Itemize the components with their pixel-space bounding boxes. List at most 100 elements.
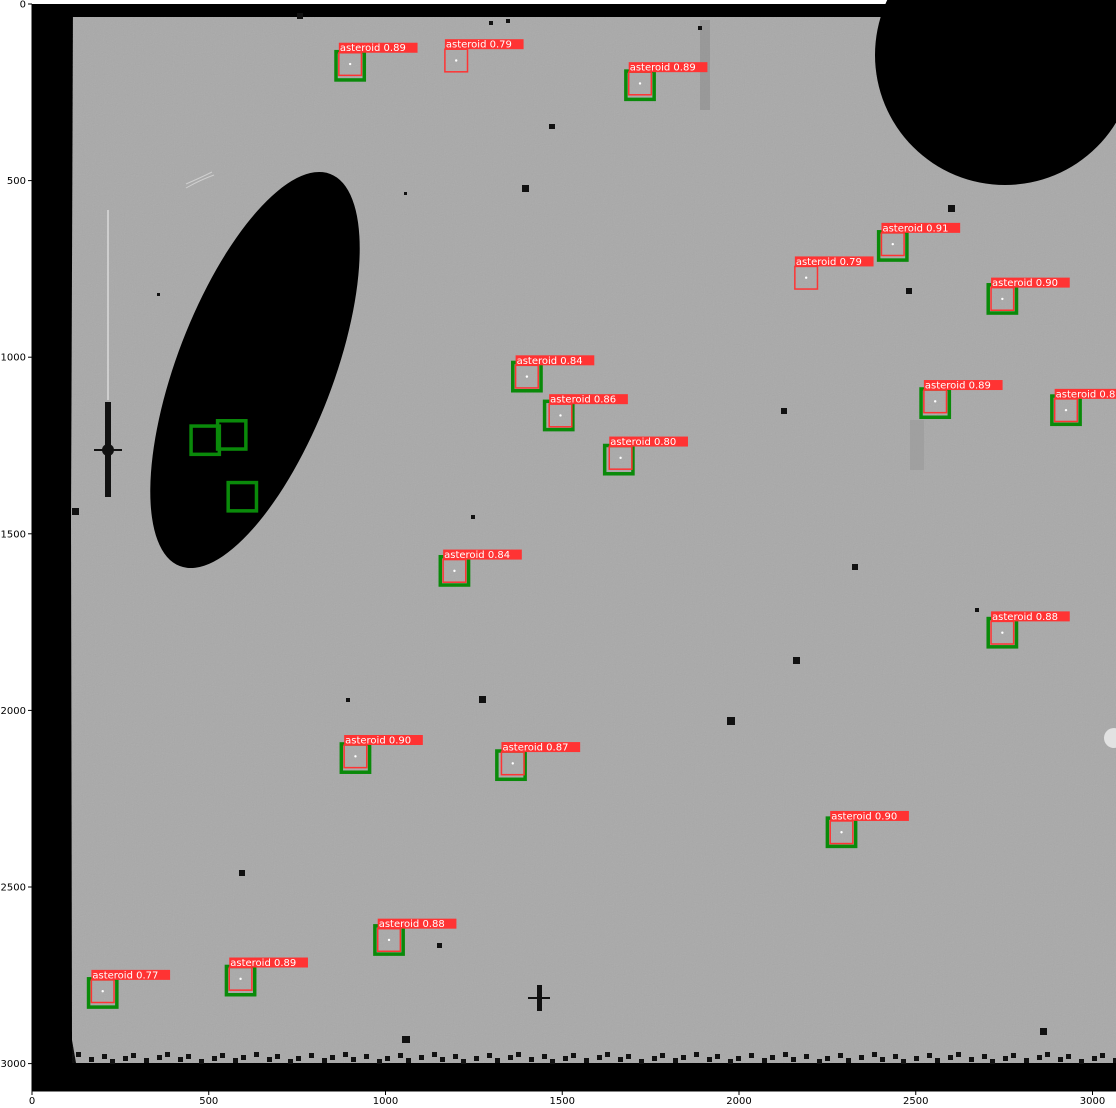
edge-speck	[791, 1057, 796, 1062]
x-tick-label: 1500	[550, 1096, 575, 1107]
mask-ellipse	[150, 171, 360, 569]
prediction: asteroid 0.79	[794, 256, 874, 290]
edge-speck	[872, 1052, 877, 1057]
dark-specks	[72, 13, 1047, 1043]
edge-speck	[550, 1059, 555, 1064]
edge-speck	[453, 1054, 458, 1059]
prediction: asteroid 0.90	[343, 735, 423, 769]
label-background	[338, 42, 418, 53]
edge-speck	[901, 1059, 906, 1064]
asteroid-point	[511, 762, 514, 765]
detection-label: asteroid 0.79	[796, 257, 862, 268]
edge-speck	[1100, 1053, 1105, 1058]
detection-label: asteroid 0.79	[446, 40, 512, 51]
prediction: asteroid 0.79	[444, 39, 524, 73]
detection-label: asteroid 0.84	[444, 550, 510, 561]
y-tick-label: 2000	[1, 706, 26, 717]
label-background	[549, 394, 628, 405]
label-background	[609, 436, 688, 447]
asteroid-point	[453, 569, 456, 573]
smudge	[910, 420, 924, 470]
asteroid-point	[455, 59, 458, 62]
edge-speck	[343, 1052, 348, 1057]
edge-speck	[110, 1059, 115, 1064]
x-tick-label: 3000	[1080, 1096, 1105, 1107]
y-tick-label: 1500	[1, 529, 26, 540]
label-background	[991, 611, 1070, 622]
edge-speck	[749, 1053, 754, 1058]
detection-label: asteroid 0.86	[550, 395, 616, 406]
edge-speck	[76, 1052, 81, 1057]
edge-speck	[969, 1057, 974, 1062]
edge-speck	[178, 1057, 183, 1062]
edge-speck	[728, 1059, 733, 1064]
prediction: asteroid 0.90	[990, 277, 1070, 311]
prediction: asteroid 0.89	[923, 380, 1003, 414]
edge-speck	[673, 1058, 678, 1063]
mask-circle	[875, 0, 1116, 185]
edge-speck	[89, 1057, 94, 1062]
edge-speck	[935, 1058, 940, 1063]
label-background	[991, 277, 1070, 288]
edge-speck	[736, 1056, 741, 1061]
edge-speck	[254, 1052, 259, 1057]
detection-label: asteroid 0.90	[345, 736, 411, 747]
edge-speck	[605, 1052, 610, 1057]
detection-label: asteroid 0.89	[340, 43, 406, 54]
prediction: asteroid 0.88	[376, 918, 457, 953]
edge-speck	[694, 1052, 699, 1057]
x-tick-label: 0	[29, 1096, 35, 1107]
edge-speck	[770, 1055, 775, 1060]
label-background	[794, 256, 874, 267]
edge-speck	[1058, 1057, 1063, 1062]
prediction: asteroid 0.91	[880, 222, 961, 257]
edge-speck	[804, 1054, 809, 1059]
label-background	[881, 222, 961, 233]
edge-speck	[927, 1053, 932, 1058]
edge-speck	[681, 1055, 686, 1060]
x-tick-label: 500	[199, 1096, 218, 1107]
y-tick-label: 3000	[1, 1059, 26, 1070]
edge-speck	[220, 1053, 225, 1058]
label-background	[443, 549, 522, 560]
asteroid-point	[933, 400, 937, 403]
sky-image	[32, 0, 1116, 1091]
ground-truth-box	[189, 424, 222, 457]
edge-speck	[296, 1056, 301, 1061]
y-tick-label: 2500	[1, 883, 26, 894]
asteroid-point	[559, 414, 562, 417]
asteroid-point	[840, 831, 843, 834]
edge-speck	[825, 1056, 830, 1061]
edge-speck	[330, 1055, 335, 1060]
detection-label: asteroid 0.8	[1056, 389, 1116, 400]
detection-label: asteroid 0.77	[92, 970, 158, 981]
edge-speck	[563, 1056, 568, 1061]
detection-label: asteroid 0.88	[992, 612, 1058, 623]
prediction-layer: asteroid 0.89 asteroid 0.79 asteroid 0.89 a…	[90, 39, 1116, 1004]
edge-speck	[838, 1053, 843, 1058]
prediction: asteroid 0.84	[442, 549, 522, 583]
edge-speck	[1011, 1053, 1016, 1058]
prediction: asteroid 0.89	[228, 957, 308, 991]
x-tick-label: 2500	[903, 1096, 928, 1107]
edge-speck	[1003, 1056, 1008, 1061]
label-background	[1054, 388, 1116, 399]
x-tick-label: 2000	[726, 1096, 751, 1107]
prediction: asteroid 0.77	[90, 969, 171, 1004]
edge-speck	[762, 1058, 767, 1063]
edge-speck	[707, 1057, 712, 1062]
prediction: asteroid 0.86	[548, 394, 628, 428]
edge-speck	[1079, 1059, 1084, 1064]
asteroid-point	[619, 456, 622, 460]
asteroid-point	[354, 755, 357, 758]
edge-speck	[660, 1053, 665, 1058]
detection-label: asteroid 0.91	[882, 223, 948, 234]
edge-speck	[309, 1053, 314, 1058]
edge-speck	[123, 1056, 128, 1061]
edge-speck	[893, 1054, 898, 1059]
noise-texture	[72, 17, 1116, 1063]
asteroid-point	[525, 375, 529, 378]
asteroid-point	[804, 276, 808, 279]
edge-speck	[652, 1056, 657, 1061]
detection-label: asteroid 0.90	[992, 278, 1058, 289]
